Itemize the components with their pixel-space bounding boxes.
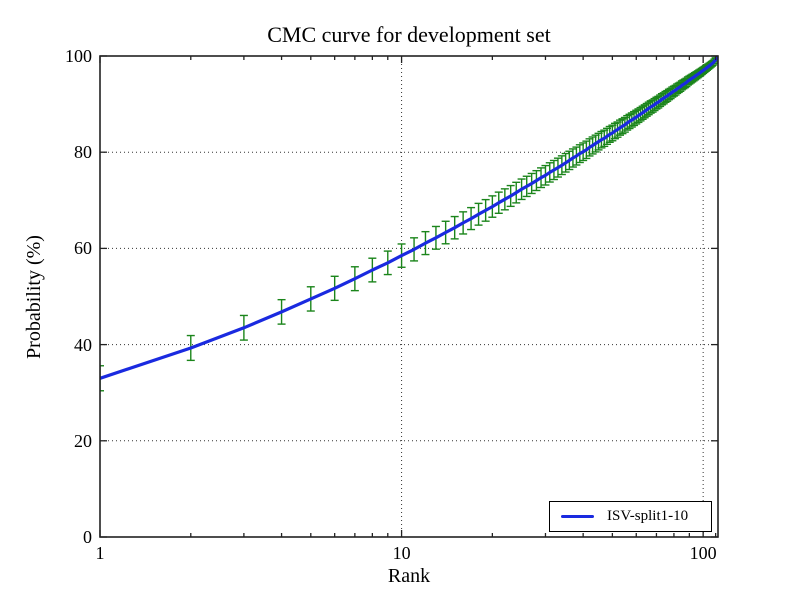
y-axis-label: Probability (%) (23, 235, 45, 359)
x-tick-label: 10 (392, 543, 411, 563)
y-tick-label: 0 (83, 527, 92, 547)
cmc-line (100, 56, 718, 380)
x-tick-label: 1 (95, 543, 105, 563)
chart-title: CMC curve for development set (267, 22, 551, 47)
y-tick-label: 20 (74, 430, 92, 451)
y-tick-label: 60 (74, 238, 92, 259)
legend-entry-label: ISV-split1-10 (607, 508, 689, 524)
y-tick-label: 100 (65, 46, 92, 66)
y-tick-label: 40 (74, 334, 92, 355)
x-axis-label: Rank (387, 565, 431, 587)
y-tick-label: 80 (74, 142, 92, 163)
x-tick-label: 100 (689, 543, 717, 563)
legend-box: ISV-split1-10 (549, 501, 712, 532)
plot-border (99, 55, 719, 538)
legend-line-sample (561, 514, 594, 519)
